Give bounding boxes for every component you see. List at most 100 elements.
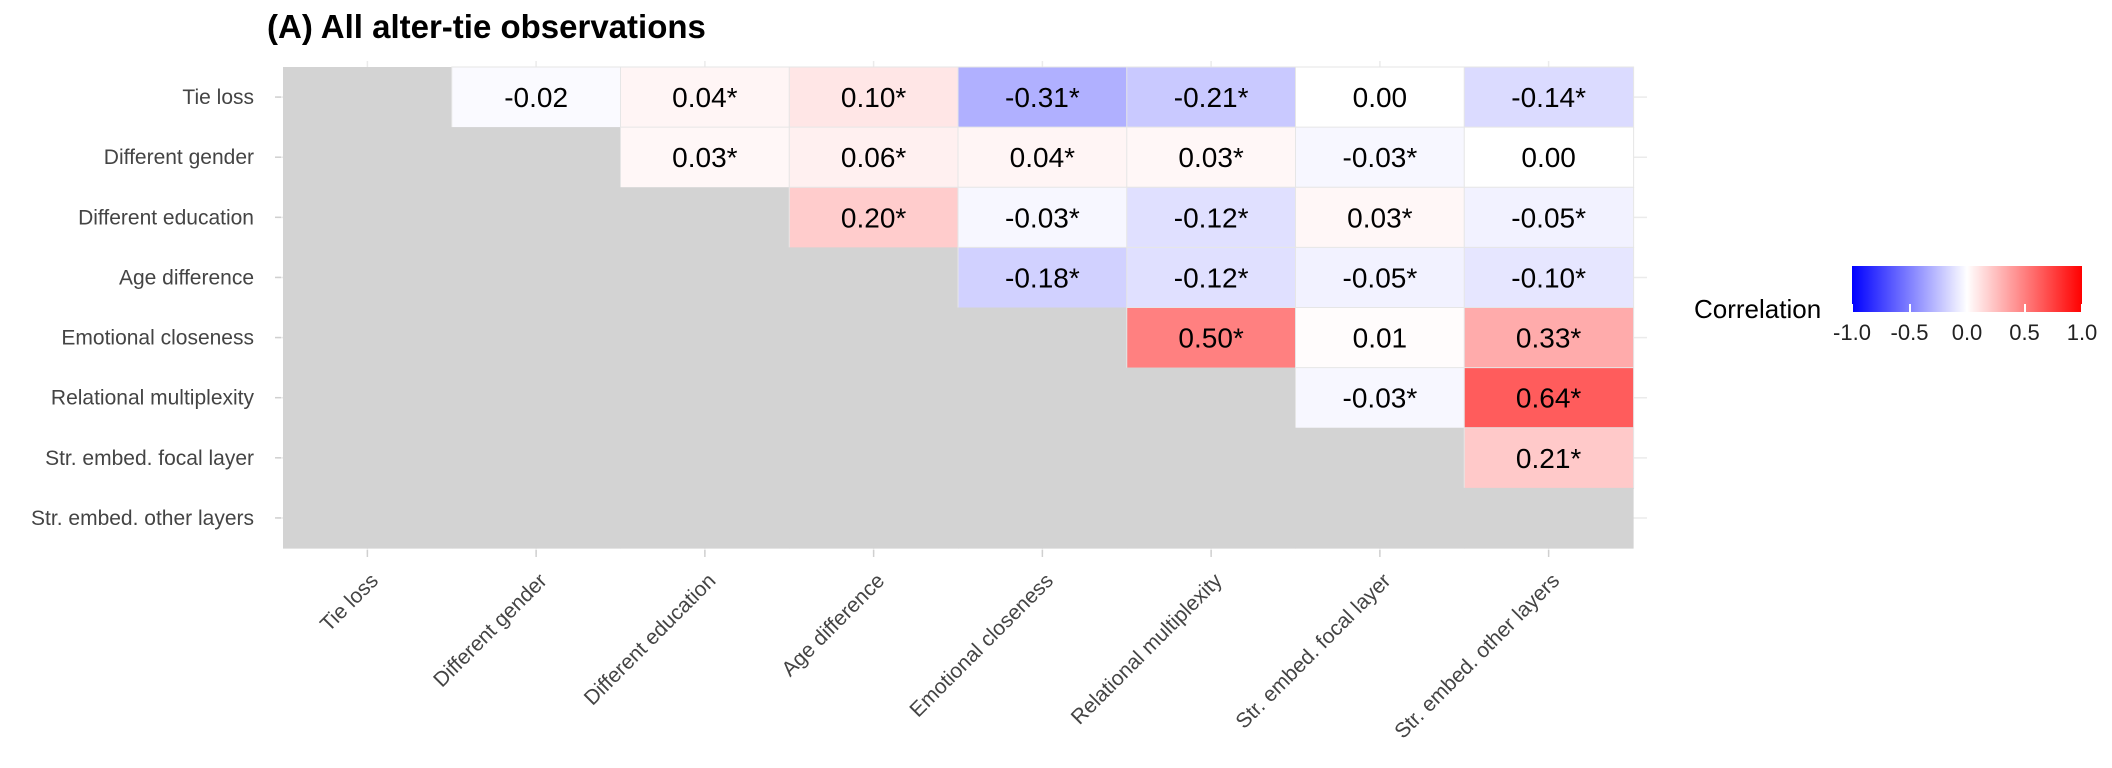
heatmap-cell-empty [789, 427, 959, 489]
heatmap-cell-empty [1126, 487, 1297, 549]
heatmap-cell-empty [1295, 427, 1465, 489]
cell-value-label: -0.12* [1174, 202, 1249, 233]
heatmap-cell [451, 66, 622, 129]
cell-value-label: -0.14* [1511, 82, 1586, 113]
cell-value-label: 0.03* [1178, 142, 1243, 173]
heatmap-cell [1295, 307, 1466, 369]
heatmap-cell [1463, 427, 1635, 489]
heatmap-cell-empty [283, 67, 453, 128]
heatmap-cells [283, 66, 1635, 549]
heatmap-cell [1463, 307, 1635, 369]
cell-value-label: -0.31* [1005, 82, 1080, 113]
heatmap-cell-empty [1126, 367, 1297, 429]
cell-value-label: -0.21* [1174, 82, 1249, 113]
legend-tick-mark [1966, 304, 1968, 312]
cell-value-label: 0.20* [841, 202, 906, 233]
heatmap-cell-empty [451, 487, 622, 549]
heatmap-cell [1126, 66, 1297, 129]
heatmap-cell-empty [958, 307, 1128, 369]
heatmap-cell [1463, 246, 1635, 309]
legend-tick-label: -1.0 [1833, 320, 1871, 345]
heatmap-cell [788, 66, 960, 129]
legend-tick-label: -0.5 [1890, 320, 1929, 345]
heatmap-cell [1463, 367, 1635, 429]
y-tick-label: Relational multiplexity [51, 387, 255, 410]
cell-value-label: 0.03* [672, 142, 737, 173]
heatmap-cell-empty [620, 307, 790, 369]
heatmap-cell-empty [283, 187, 453, 248]
cell-value-label: 0.04* [672, 82, 737, 113]
legend-tick-mark [2023, 304, 2026, 312]
heatmap-cell [1126, 246, 1297, 309]
legend-tick-label: 0.0 [1951, 320, 1983, 345]
legend-tick-label: 1.0 [2066, 320, 2098, 345]
cell-value-label: -0.05* [1343, 262, 1418, 293]
cell-value-label: 0.64* [1516, 383, 1581, 414]
legend-tick-label: 0.5 [2009, 320, 2040, 345]
heatmap-cell [957, 126, 1128, 189]
cell-value-label: -0.18* [1005, 262, 1080, 293]
y-axis: Tie loss Different gender Different educat… [31, 86, 281, 530]
cell-value-label: -0.10* [1511, 262, 1586, 293]
y-tick-label: Str. embed. other layers [31, 507, 254, 530]
heatmap-cell [1126, 307, 1297, 369]
heatmap-cell-empty [958, 487, 1128, 549]
heatmap-cell-empty [620, 367, 790, 429]
cell-value-label: -0.12* [1174, 262, 1249, 293]
heatmap-cell-empty [789, 307, 959, 369]
y-tick-label: Different gender [104, 146, 254, 169]
y-tick-label: Tie loss [182, 86, 254, 109]
legend-tick-mark [1851, 304, 1853, 312]
heatmap-cell [1463, 126, 1635, 189]
heatmap-cell-empty [620, 427, 790, 489]
cell-value-label: 0.33* [1516, 323, 1581, 354]
heatmap-cell [1295, 246, 1466, 309]
heatmap-cell-empty [451, 247, 622, 309]
heatmap-cell [957, 186, 1128, 249]
x-tick-label: Relational multiplexity [1067, 569, 1227, 729]
heatmap-cell [1463, 186, 1635, 249]
heatmap-cell-empty [958, 427, 1128, 489]
heatmap-cell-empty [789, 247, 959, 309]
legend-tick-mark [1908, 304, 1911, 312]
cell-value-label: 0.00 [1521, 142, 1576, 173]
x-axis: Tie loss Different gender Different educat… [316, 550, 1564, 743]
heatmap-cell-empty [789, 367, 959, 429]
y-tick-label: Str. embed. focal layer [45, 447, 254, 470]
heatmap-cell-empty [620, 487, 790, 549]
x-tick-label: Str. embed. focal layer [1231, 569, 1395, 733]
cell-value-label: 0.01 [1353, 323, 1408, 354]
heatmap-cell-empty [1295, 487, 1465, 549]
cell-value-label: 0.10* [841, 82, 906, 113]
y-tick-label: Different education [78, 206, 254, 229]
heatmap-cell [788, 126, 960, 189]
cell-value-label: 0.00 [1353, 82, 1408, 113]
heatmap-cell-empty [451, 307, 622, 369]
heatmap-cell-empty [451, 187, 622, 248]
cell-value-label: 0.21* [1516, 443, 1581, 474]
heatmap-cell-empty [283, 247, 453, 309]
legend-tick-mark [2081, 304, 2083, 312]
heatmap-cell-empty [451, 427, 622, 489]
heatmap-cell [620, 126, 791, 189]
heatmap-cell [1126, 126, 1297, 189]
cell-value-label: 0.50* [1178, 323, 1243, 354]
cell-value-label: 0.03* [1347, 202, 1412, 233]
heatmap-cell-empty [958, 367, 1128, 429]
heatmap-cell [788, 186, 960, 249]
heatmap-cell [957, 66, 1128, 129]
legend-title: Correlation [1694, 294, 1822, 324]
heatmap-cell-empty [789, 487, 959, 549]
heatmap-cell-empty [451, 127, 622, 188]
x-tick-label: Tie loss [316, 569, 383, 636]
cell-value-label: -0.03* [1343, 383, 1418, 414]
color-legend: Correlation -1.0 -0.5 0.0 0.5 1.0 [1694, 266, 2097, 356]
chart-title: (A) All alter-tie observations [267, 8, 706, 45]
heatmap-cell-empty [283, 427, 453, 489]
heatmap-cell-empty [283, 367, 453, 429]
cell-value-label: -0.02 [504, 82, 568, 113]
cell-value-label: 0.06* [841, 142, 906, 173]
heatmap-cell [1463, 66, 1635, 129]
y-tick-label: Emotional closeness [61, 327, 254, 350]
